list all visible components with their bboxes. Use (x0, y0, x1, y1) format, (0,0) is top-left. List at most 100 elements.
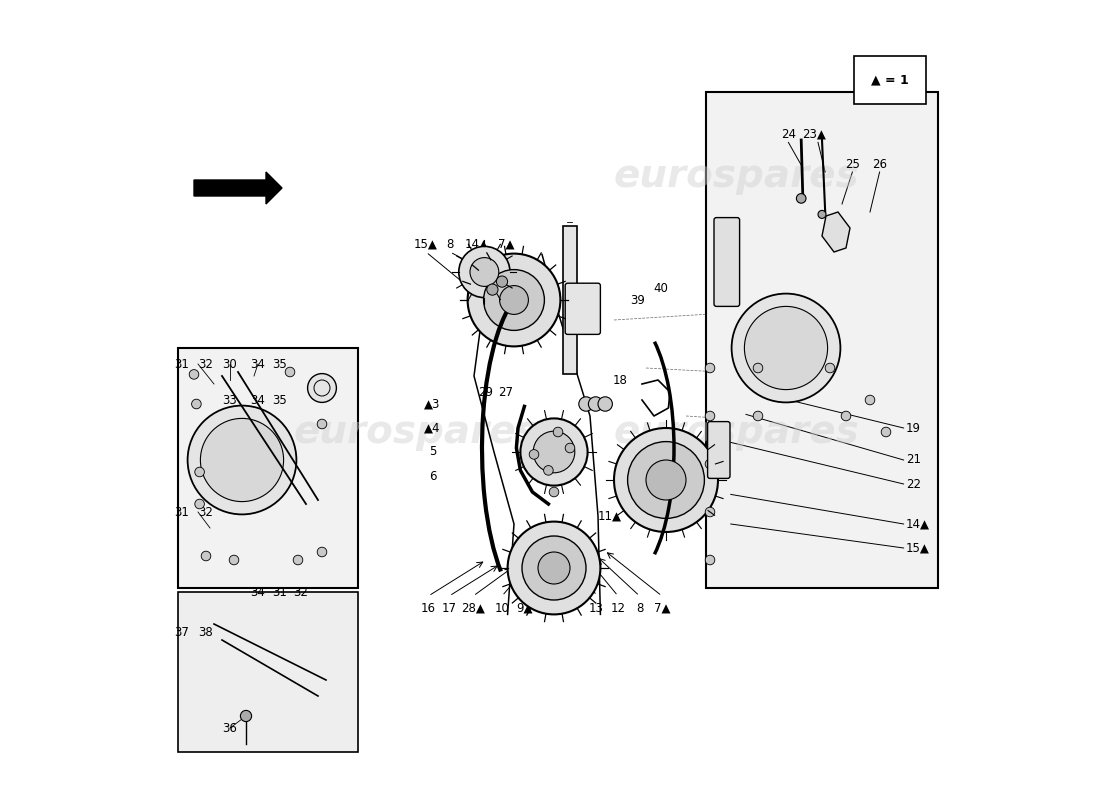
Text: 31: 31 (175, 506, 189, 518)
Text: 28▲: 28▲ (461, 602, 485, 614)
FancyBboxPatch shape (565, 283, 601, 334)
Text: 6: 6 (429, 470, 436, 482)
Circle shape (796, 194, 806, 203)
FancyBboxPatch shape (706, 92, 938, 588)
FancyBboxPatch shape (854, 56, 926, 104)
Text: 34: 34 (251, 586, 265, 598)
FancyBboxPatch shape (707, 422, 730, 478)
Circle shape (705, 411, 715, 421)
Circle shape (317, 547, 327, 557)
Text: 20: 20 (562, 306, 578, 318)
Circle shape (818, 210, 826, 218)
Text: ▲ = 1: ▲ = 1 (871, 74, 909, 86)
Text: 15▲: 15▲ (414, 238, 438, 250)
Circle shape (529, 450, 539, 459)
Text: 32: 32 (293, 586, 308, 598)
Circle shape (285, 367, 295, 377)
Text: 3▲: 3▲ (650, 438, 667, 450)
Text: eurospares: eurospares (614, 157, 860, 195)
Circle shape (294, 555, 302, 565)
Text: ▲4: ▲4 (425, 422, 441, 434)
FancyBboxPatch shape (178, 348, 358, 588)
Text: 18: 18 (613, 374, 628, 386)
Text: 34: 34 (251, 394, 265, 406)
Text: 23: 23 (586, 322, 602, 334)
Text: 5: 5 (429, 446, 436, 458)
Circle shape (499, 286, 528, 314)
Circle shape (705, 363, 715, 373)
Circle shape (229, 555, 239, 565)
Circle shape (754, 363, 762, 373)
Text: 40: 40 (653, 282, 668, 294)
Text: 22: 22 (906, 478, 921, 490)
Circle shape (201, 551, 211, 561)
Text: 14▲: 14▲ (906, 518, 930, 530)
Text: 38: 38 (199, 626, 213, 638)
Text: 39: 39 (630, 294, 646, 306)
Circle shape (507, 522, 601, 614)
Circle shape (553, 427, 563, 437)
Text: 21: 21 (906, 454, 921, 466)
Text: 34: 34 (251, 358, 265, 370)
Circle shape (543, 466, 553, 475)
Text: 27: 27 (498, 386, 514, 398)
Circle shape (732, 294, 840, 402)
Circle shape (705, 555, 715, 565)
Text: 36: 36 (222, 722, 238, 734)
Text: 32: 32 (199, 506, 213, 518)
Text: 32: 32 (199, 358, 213, 370)
Circle shape (705, 507, 715, 517)
Circle shape (538, 552, 570, 584)
Circle shape (534, 431, 575, 473)
Circle shape (496, 276, 507, 287)
Text: 7▲: 7▲ (653, 602, 670, 614)
Circle shape (484, 270, 544, 330)
Circle shape (579, 397, 593, 411)
Circle shape (754, 411, 762, 421)
Text: 35: 35 (272, 358, 287, 370)
Circle shape (188, 406, 296, 514)
Text: 19: 19 (906, 422, 921, 434)
Circle shape (520, 418, 587, 486)
Circle shape (317, 419, 327, 429)
Circle shape (842, 411, 850, 421)
Text: 7▲: 7▲ (497, 238, 515, 250)
Circle shape (470, 258, 498, 286)
Text: 25: 25 (845, 158, 860, 170)
Circle shape (468, 254, 560, 346)
Text: 10: 10 (495, 602, 509, 614)
Text: 35: 35 (272, 394, 287, 406)
Text: 14▲: 14▲ (464, 238, 488, 250)
Circle shape (308, 374, 337, 402)
Circle shape (745, 306, 827, 390)
Text: 23▲: 23▲ (802, 128, 826, 141)
Text: 9▲: 9▲ (516, 602, 532, 614)
Circle shape (487, 284, 498, 295)
Text: 15▲: 15▲ (906, 542, 930, 554)
Circle shape (588, 397, 603, 411)
Text: 29: 29 (478, 386, 494, 398)
Circle shape (881, 427, 891, 437)
Polygon shape (194, 172, 282, 204)
Text: 11▲: 11▲ (598, 510, 622, 522)
Text: eurospares: eurospares (614, 413, 860, 451)
Circle shape (705, 459, 715, 469)
Circle shape (522, 536, 586, 600)
Text: 17: 17 (442, 602, 456, 614)
Circle shape (866, 395, 874, 405)
FancyBboxPatch shape (714, 218, 739, 306)
FancyBboxPatch shape (563, 226, 578, 374)
Circle shape (195, 499, 205, 509)
Text: 13: 13 (588, 602, 604, 614)
Text: 8: 8 (447, 238, 453, 250)
Circle shape (598, 397, 613, 411)
Text: 30: 30 (222, 358, 238, 370)
Circle shape (191, 399, 201, 409)
Text: 16: 16 (421, 602, 436, 614)
Circle shape (614, 428, 718, 532)
Text: 8: 8 (636, 602, 644, 614)
Circle shape (825, 363, 835, 373)
Circle shape (195, 467, 205, 477)
Circle shape (565, 443, 575, 453)
Circle shape (189, 370, 199, 379)
